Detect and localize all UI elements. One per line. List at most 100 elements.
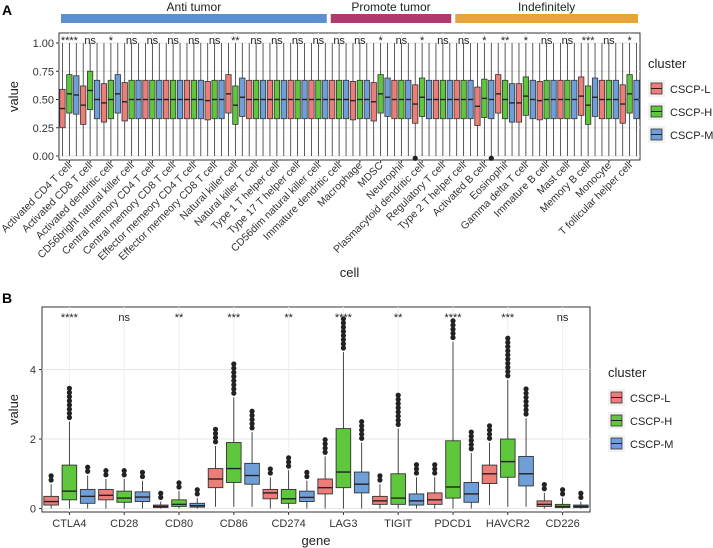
outlier-point-b xyxy=(505,348,511,354)
outlier-point-b xyxy=(267,466,273,472)
outlier-point-b xyxy=(66,385,72,391)
outlier-point-b xyxy=(231,369,237,375)
outlier-point-b xyxy=(541,486,547,492)
outlier-point-b xyxy=(359,423,365,429)
box-b xyxy=(353,471,370,494)
significance-label-a: ns xyxy=(541,35,553,47)
outlier-point-b xyxy=(286,463,292,469)
outlier-point-b xyxy=(66,398,72,404)
box-b xyxy=(445,440,461,499)
outlier-point-b xyxy=(66,410,72,416)
significance-label-a: ns xyxy=(147,35,159,47)
significance-label-b: ** xyxy=(394,312,403,324)
box-b xyxy=(171,499,187,507)
box-b xyxy=(335,428,352,489)
x-tick-label-b: CTLA4 xyxy=(52,518,86,530)
significance-label-a: ns xyxy=(84,35,96,47)
x-axis-title-b: gene xyxy=(302,533,331,548)
y-axis-title-b: value xyxy=(6,394,21,425)
x-tick-label-b: TIGIT xyxy=(384,518,412,530)
outlier-point-b xyxy=(139,473,146,480)
group-bar-1 xyxy=(330,14,452,23)
outlier-point-b xyxy=(505,373,511,379)
outlier-point-b xyxy=(395,396,401,403)
outlier-point-b xyxy=(486,431,493,437)
outlier-point-b xyxy=(505,335,511,341)
outlier-point-b xyxy=(468,437,474,444)
outlier-point-b xyxy=(432,470,438,476)
significance-label-a: ns xyxy=(167,35,179,47)
outlier-point-b xyxy=(231,361,237,367)
significance-label-a: ns xyxy=(354,35,366,47)
outlier-point-b xyxy=(340,328,346,334)
significance-label-a: ns xyxy=(271,35,283,47)
significance-label-a: ns xyxy=(250,35,262,47)
significance-label-a: ns xyxy=(603,35,615,47)
legend-label-a: CSCP-M xyxy=(670,130,713,142)
box-b xyxy=(262,488,279,500)
significance-label-b: ** xyxy=(284,312,293,324)
box-b xyxy=(280,488,297,504)
outlier-point-b xyxy=(66,389,72,396)
outlier-point-b xyxy=(560,491,566,497)
outlier-point-b xyxy=(523,398,529,405)
significance-label-a: ns xyxy=(313,35,325,47)
outlier-point-b xyxy=(231,386,237,392)
outlier-point-b xyxy=(66,402,72,408)
x-tick-label-b: CD226 xyxy=(545,518,579,530)
outlier-point-b xyxy=(486,435,493,441)
box-b xyxy=(43,495,59,506)
legend-label-b: CSCP-L xyxy=(630,393,670,405)
significance-label-b: **** xyxy=(335,312,353,324)
box-b xyxy=(426,492,443,505)
box-b xyxy=(408,493,425,506)
outlier-point-b xyxy=(231,365,237,371)
outlier-point-b xyxy=(505,364,511,371)
outlier-point-b xyxy=(66,414,72,421)
outlier-point-b xyxy=(523,407,529,413)
outlier-point-b xyxy=(468,433,474,439)
outlier-point-b xyxy=(432,466,438,472)
significance-label-a: ns xyxy=(209,35,221,47)
outlier-point-b xyxy=(286,459,292,465)
outlier-point-b xyxy=(505,339,511,346)
outlier-point-b xyxy=(103,472,109,478)
y-tick-label-b: 0 xyxy=(30,504,36,516)
significance-label-a: ns xyxy=(437,35,449,47)
outlier-point-b xyxy=(450,334,456,341)
outlier-point-b xyxy=(395,405,401,411)
plot-area-a xyxy=(58,32,641,161)
outlier-point-b xyxy=(359,435,365,441)
outlier-point-b xyxy=(523,394,529,400)
outlier-point-b xyxy=(395,417,401,423)
group-label-2: Indefinitely xyxy=(518,0,575,14)
outlier-point-b xyxy=(249,425,255,431)
box-b xyxy=(244,462,260,485)
box-b xyxy=(299,490,315,503)
outlier-point-b xyxy=(212,439,219,445)
outlier-point-b xyxy=(450,322,456,328)
outlier-point-b xyxy=(85,464,91,470)
significance-label-a: ** xyxy=(231,35,240,47)
outlier-point-b xyxy=(66,394,72,400)
significance-label-a: * xyxy=(524,35,529,47)
group-bar-2 xyxy=(455,14,638,23)
significance-label-a: ** xyxy=(501,35,510,47)
outlier-point-b xyxy=(578,494,584,501)
y-tick-label-a: 0.25 xyxy=(33,123,54,135)
group-label-1: Promote tumor xyxy=(351,0,430,14)
significance-label-a: ns xyxy=(292,35,304,47)
outlier-point-b xyxy=(505,344,511,350)
outlier-point-b xyxy=(231,390,237,396)
outlier-point-b xyxy=(413,462,420,468)
outlier-point-b xyxy=(395,400,401,407)
box-b xyxy=(463,482,480,503)
outlier-point-b xyxy=(578,490,584,496)
outlier-point-b xyxy=(85,468,91,474)
significance-label-a: * xyxy=(420,35,425,47)
outlier-point-b xyxy=(486,423,493,429)
y-tick-label-b: 4 xyxy=(30,365,36,377)
outlier-point-b xyxy=(267,470,273,476)
box-b xyxy=(518,455,534,487)
outlier-point-b xyxy=(286,455,292,461)
